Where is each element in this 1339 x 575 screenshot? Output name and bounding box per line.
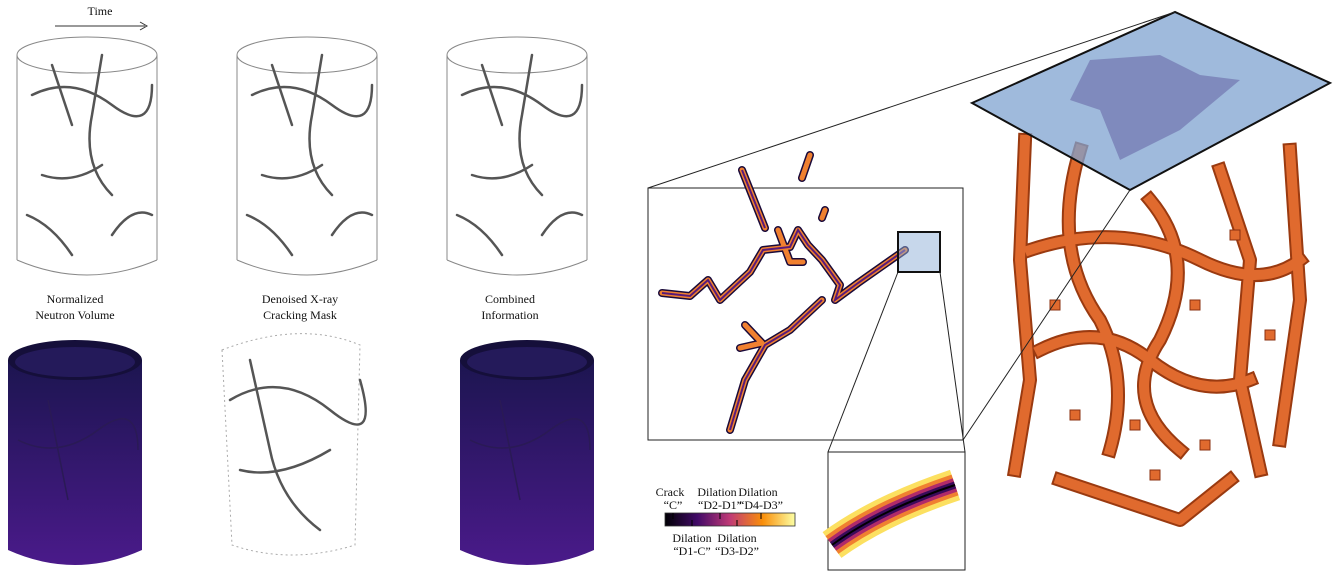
legend-name: Dilation bbox=[738, 485, 777, 499]
xray-cloud bbox=[237, 37, 377, 275]
legend-code: “D3-D2” bbox=[715, 544, 759, 558]
neutron-cloud bbox=[17, 37, 157, 275]
crack-slice bbox=[662, 155, 905, 430]
panel-label: Denoised X-ray bbox=[262, 292, 338, 306]
legend-name: Dilation bbox=[697, 485, 736, 499]
neutron-volume bbox=[8, 340, 142, 565]
panel-label: Information bbox=[481, 308, 538, 322]
crack-network-3d bbox=[1015, 140, 1300, 520]
legend-code: “D2-D1” bbox=[698, 498, 742, 512]
figure: Time Normalized Neutron Volume Denoised X-… bbox=[0, 0, 1339, 575]
zoom-line bbox=[940, 272, 965, 452]
legend-name: Dilation bbox=[717, 531, 756, 545]
panel-label: Cracking Mask bbox=[263, 308, 337, 322]
xray-mask bbox=[222, 334, 366, 555]
legend-code: “C” bbox=[664, 498, 683, 512]
combined-cloud bbox=[447, 37, 587, 275]
legend-name: Dilation bbox=[672, 531, 711, 545]
panel-label: Neutron Volume bbox=[35, 308, 114, 322]
time-label: Time bbox=[88, 4, 113, 18]
zoom-region bbox=[898, 232, 940, 272]
legend-name: Crack bbox=[656, 485, 685, 499]
legend-code: “D1-C” bbox=[673, 544, 710, 558]
panel-label: Combined bbox=[485, 292, 535, 306]
legend-code: “D4-D3” bbox=[739, 498, 783, 512]
combined-volume bbox=[460, 340, 594, 565]
colorbar bbox=[665, 513, 795, 526]
panel-label: Normalized bbox=[47, 292, 104, 306]
